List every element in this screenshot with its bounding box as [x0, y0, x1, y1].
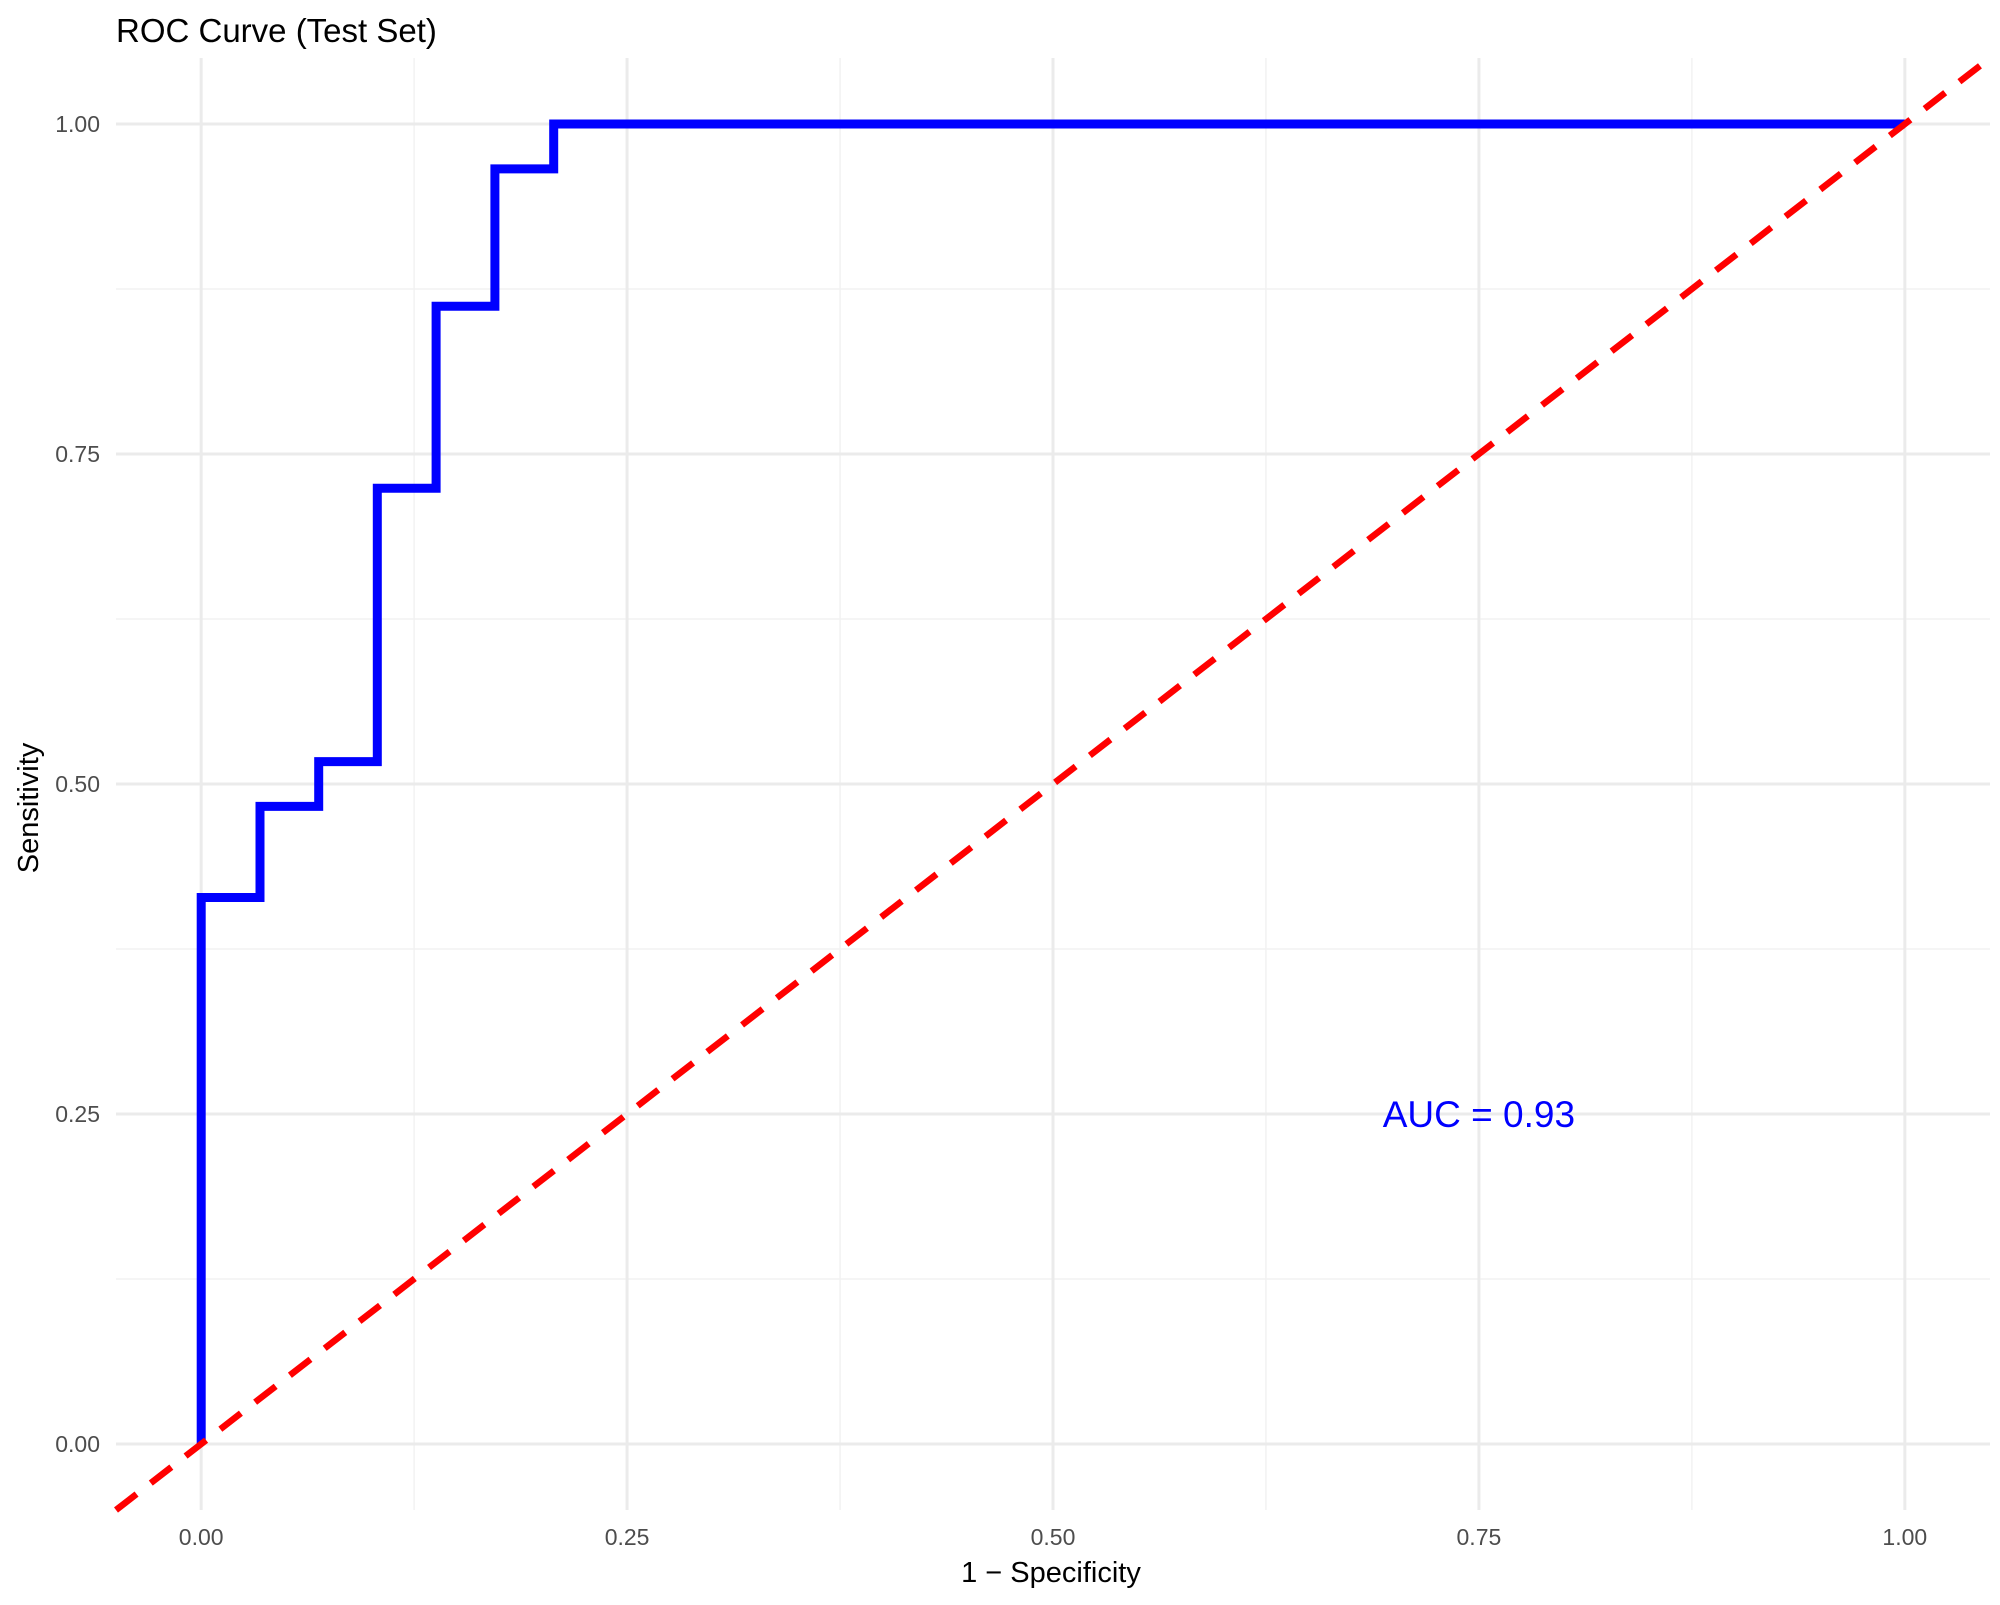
roc-curve-line — [196, 119, 1905, 1444]
x-tick-label: 0.50 — [1031, 1524, 1076, 1550]
y-axis-title: Sensitivity — [13, 742, 45, 873]
x-axis-title: 1 − Specificity — [961, 1557, 1141, 1589]
y-tick-label: 0.75 — [55, 441, 100, 467]
y-tick-label: 0.25 — [55, 1101, 100, 1127]
x-tick-label: 0.75 — [1457, 1524, 1502, 1550]
series-layer — [114, 55, 1992, 1513]
x-tick-label: 0.25 — [605, 1524, 650, 1550]
x-tick-label: 0.00 — [179, 1524, 224, 1550]
auc-annotation: AUC = 0.93 — [1383, 1094, 1575, 1135]
y-tick-label: 0.50 — [55, 771, 100, 797]
chart-title: ROC Curve (Test Set) — [116, 12, 437, 49]
y-tick-label: 1.00 — [55, 111, 100, 137]
y-tick-label: 0.00 — [55, 1431, 100, 1457]
x-tick-label: 1.00 — [1882, 1524, 1927, 1550]
label-layer: ROC Curve (Test Set) 1 − Specificity Sen… — [13, 12, 1927, 1589]
